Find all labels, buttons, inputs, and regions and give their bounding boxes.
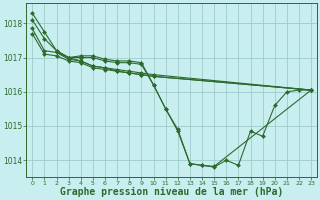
X-axis label: Graphe pression niveau de la mer (hPa): Graphe pression niveau de la mer (hPa) xyxy=(60,187,283,197)
